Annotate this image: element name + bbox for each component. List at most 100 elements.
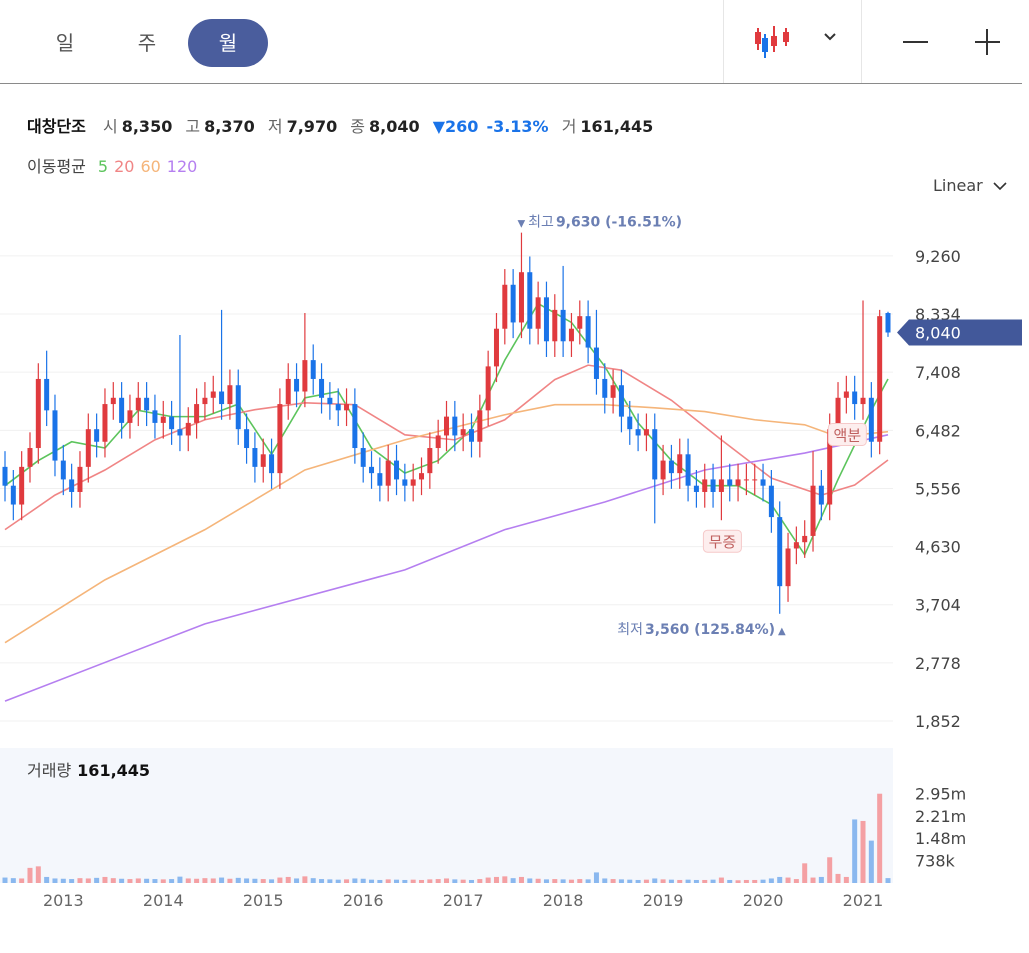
candle-body	[502, 284, 508, 329]
candle-body	[552, 309, 558, 342]
candle-body	[427, 448, 433, 474]
ma-line	[4, 302, 889, 557]
field-value: 8,040	[369, 117, 420, 136]
volume-bar	[27, 867, 33, 883]
volume-bar	[219, 877, 225, 883]
candle-body	[510, 284, 516, 323]
candle-body	[852, 391, 858, 405]
candle-body	[877, 316, 883, 442]
volume-bar	[477, 879, 483, 883]
candle-body	[77, 466, 83, 492]
candle-body	[493, 328, 499, 367]
candle-body	[360, 448, 366, 467]
volume-bar	[377, 879, 383, 883]
candle-body	[235, 385, 241, 430]
candle-body	[52, 410, 58, 461]
event-marker: 액분	[827, 422, 867, 446]
volume-bar	[743, 879, 749, 883]
volume-bar	[718, 877, 724, 883]
y-tick-label: 8,334	[915, 305, 961, 324]
candle-body	[294, 378, 300, 392]
volume-bar	[835, 873, 841, 883]
volume-bar	[85, 878, 91, 883]
x-tick-label: 2020	[743, 891, 784, 910]
field-value: 8,350	[121, 117, 173, 136]
volume-bar	[77, 878, 83, 883]
candle-body	[577, 316, 583, 329]
ma-legend-item: 20	[114, 157, 135, 176]
candle-body	[818, 485, 824, 505]
volume-label: 거래량 161,445	[27, 761, 150, 780]
tab-day[interactable]: 일	[55, 31, 75, 55]
scale-select[interactable]: Linear	[933, 176, 1007, 195]
volume-bar	[385, 879, 391, 883]
volume-bar	[294, 878, 300, 883]
x-tick-label: 2016	[343, 891, 384, 910]
volume-bar	[627, 879, 633, 883]
volume-bar	[135, 878, 141, 883]
volume-bar	[169, 879, 175, 883]
volume-bar	[702, 879, 708, 883]
candle-body	[2, 466, 8, 486]
volume-bar	[227, 878, 233, 883]
volume-bar	[444, 878, 449, 883]
volume-tick-label: 2.95m	[915, 785, 966, 804]
candle-body	[635, 429, 641, 436]
x-tick-label: 2017	[443, 891, 484, 910]
candle-body	[460, 429, 466, 436]
candle-body	[160, 416, 166, 423]
ma-line	[4, 364, 889, 531]
volume-bar	[285, 876, 291, 883]
volume-bar	[877, 793, 883, 883]
candle-body	[835, 397, 841, 430]
volume-bar	[527, 878, 533, 883]
candle-body	[419, 473, 425, 480]
event-label: 무증	[709, 533, 737, 551]
tab-week[interactable]: 주	[137, 31, 157, 55]
event-box	[702, 529, 742, 553]
volume-bar	[710, 879, 716, 883]
candle-body	[252, 448, 258, 467]
volume-bar	[19, 878, 25, 883]
candle-body	[643, 429, 649, 436]
chart-type-button[interactable]	[755, 26, 836, 58]
candle-body	[327, 397, 333, 405]
field-value: 161,445	[580, 117, 654, 136]
candle-body	[668, 460, 674, 474]
candle-body	[802, 535, 808, 543]
volume-bar	[360, 878, 366, 883]
candle-body	[35, 378, 41, 449]
volume-bar	[369, 879, 375, 883]
x-tick-label: 2021	[843, 891, 884, 910]
zoom-in[interactable]	[975, 29, 1000, 55]
candle-body	[568, 328, 574, 342]
candle-body	[785, 548, 791, 587]
volume-bar	[352, 878, 358, 883]
candle-body	[210, 391, 216, 398]
ma-line	[4, 403, 889, 644]
candle-body	[602, 378, 608, 398]
volume-bar	[752, 879, 758, 883]
ma-legend-item: 5	[97, 157, 109, 176]
tab-month[interactable]: 월	[188, 19, 268, 67]
candle-body	[743, 479, 749, 481]
candle-body	[310, 360, 316, 379]
volume-bar	[302, 876, 308, 883]
candle-body	[843, 391, 849, 398]
volume-bar	[335, 879, 341, 883]
volume-bar	[685, 879, 691, 883]
volume-bar	[652, 878, 658, 883]
volume-bar	[668, 879, 674, 883]
candle-body	[127, 410, 133, 423]
last-price-label: 8,040	[915, 323, 961, 342]
candle-body	[752, 479, 758, 481]
high-marker: ▼	[517, 219, 525, 230]
change-pct: -3.13%	[486, 117, 549, 136]
high-label: 최고	[528, 215, 554, 231]
volume-bar	[602, 878, 608, 883]
volume-bar	[160, 879, 166, 883]
candle-body	[543, 297, 549, 342]
candle-body	[169, 416, 175, 430]
separator	[861, 0, 862, 83]
